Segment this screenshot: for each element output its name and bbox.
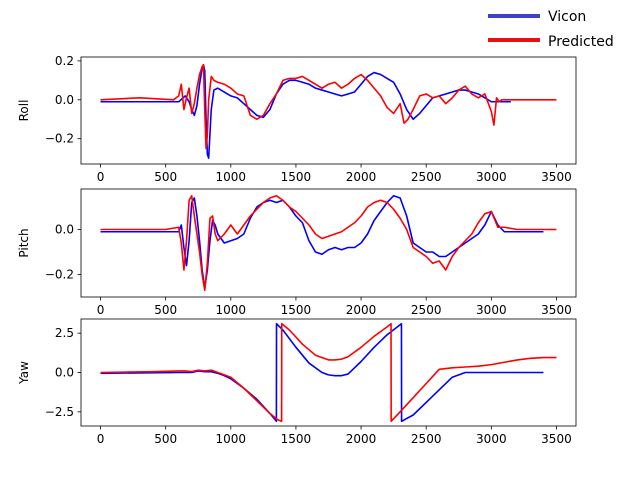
y-tick-label-yaw: 0.0 xyxy=(55,366,74,380)
x-tick-label-pitch: 1000 xyxy=(216,303,247,317)
x-tick-label-yaw: 3500 xyxy=(541,432,572,446)
y-tick-label-yaw: 2.5 xyxy=(55,326,74,340)
y-tick-label-pitch: −0.2 xyxy=(45,268,74,282)
x-tick-label-yaw: 3000 xyxy=(476,432,507,446)
panel-yaw: 0 500 1000 1500 2000 2500 3000 3500 2.5 0.0 −2.5 Ya… xyxy=(17,318,577,446)
x-tick-label-pitch: 2500 xyxy=(411,303,442,317)
series-line-predicted-roll xyxy=(100,63,557,150)
y-axis-label-roll: Roll xyxy=(17,100,31,122)
panel-pitch: 0 500 1000 1500 2000 2500 3000 3500 0.0 −0.2 Pitch xyxy=(17,188,577,317)
x-tick-label-yaw: 1000 xyxy=(216,432,247,446)
y-tick-label-roll: 0.0 xyxy=(55,93,74,107)
x-tick-label-yaw: 2000 xyxy=(346,432,377,446)
x-tick-label-roll: 3000 xyxy=(476,170,507,184)
x-tick-label-pitch: 3000 xyxy=(476,303,507,317)
x-tick-label-roll: 3500 xyxy=(541,170,572,184)
x-tick-label-roll: 2500 xyxy=(411,170,442,184)
x-tick-label-pitch: 1500 xyxy=(281,303,312,317)
x-tick-label-yaw: 500 xyxy=(154,432,177,446)
y-axis-label-pitch: Pitch xyxy=(17,228,31,257)
panel-roll: 0 500 1000 1500 2000 2500 3000 3500 0.2 0.0 −0.2 Ro… xyxy=(17,54,577,184)
x-tick-label-pitch: 3500 xyxy=(541,303,572,317)
x-tick-label-pitch: 2000 xyxy=(346,303,377,317)
series-line-vicon-yaw xyxy=(100,322,544,423)
x-tick-label-roll: 2000 xyxy=(346,170,377,184)
axes-frame-pitch xyxy=(80,188,577,298)
y-tick-label-roll: 0.2 xyxy=(55,54,74,68)
x-tick-label-roll: 0 xyxy=(97,170,105,184)
x-tick-label-roll: 1500 xyxy=(281,170,312,184)
x-tick-label-yaw: 2500 xyxy=(411,432,442,446)
axes-frame-roll xyxy=(80,56,577,165)
y-axis-label-yaw: Yaw xyxy=(17,361,31,385)
y-tick-label-roll: −0.2 xyxy=(45,132,74,146)
x-tick-label-roll: 1000 xyxy=(216,170,247,184)
x-tick-label-roll: 500 xyxy=(154,170,177,184)
x-tick-label-pitch: 500 xyxy=(154,303,177,317)
legend-label-predicted: Predicted xyxy=(548,34,614,50)
y-tick-label-yaw: −2.5 xyxy=(45,405,74,419)
series-line-vicon-pitch xyxy=(100,194,544,289)
legend: Vicon Predicted xyxy=(488,9,614,50)
series-line-predicted-yaw xyxy=(100,322,557,423)
legend-label-vicon: Vicon xyxy=(548,9,586,25)
x-tick-label-yaw: 0 xyxy=(97,432,105,446)
x-tick-label-yaw: 1500 xyxy=(281,432,312,446)
series-line-predicted-pitch xyxy=(100,194,557,292)
y-tick-label-pitch: 0.0 xyxy=(55,223,74,237)
x-tick-label-pitch: 0 xyxy=(97,303,105,317)
